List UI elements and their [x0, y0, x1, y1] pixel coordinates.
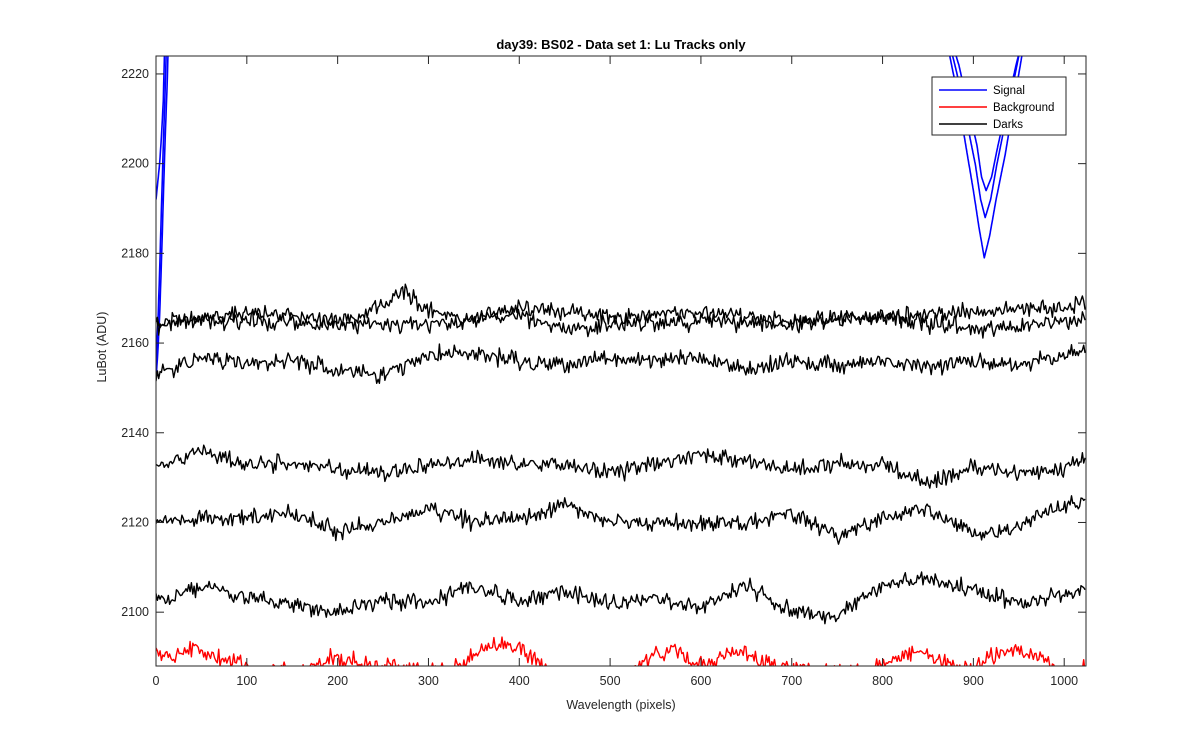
x-tick-label: 800: [872, 674, 893, 688]
x-tick-label: 200: [327, 674, 348, 688]
x-tick-label: 700: [781, 674, 802, 688]
legend-label-signal: Signal: [993, 85, 1025, 97]
series-line-darks: [156, 571, 1086, 625]
series-layer: [156, 56, 1086, 666]
legend-label-background: Background: [993, 102, 1054, 114]
y-tick-label: 2180: [121, 246, 149, 260]
y-tick-label: 2140: [121, 426, 149, 440]
legend: Signal Background Darks: [931, 76, 1067, 136]
plot-frame: [155, 55, 1087, 667]
chart-title: day39: BS02 - Data set 1: Lu Tracks only: [496, 37, 746, 52]
series-line-signal: [156, 56, 166, 200]
x-axis-label: Wavelength (pixels): [566, 698, 675, 712]
series-line-background: [156, 636, 1086, 666]
y-tick-label: 2100: [121, 605, 149, 619]
series-line-darks: [156, 495, 1086, 545]
x-tick-label: 0: [153, 674, 160, 688]
x-tick-label: 300: [418, 674, 439, 688]
y-tick-label: 2220: [121, 67, 149, 81]
y-tick-label: 2200: [121, 157, 149, 171]
series-line-darks: [156, 343, 1086, 384]
x-tick-label: 1000: [1050, 674, 1078, 688]
x-axis: 0 100 200 300 400 500 600 700 800 900 1000: [153, 56, 1078, 688]
legend-box: [931, 76, 1067, 136]
y-tick-label: 2120: [121, 515, 149, 529]
series-line-darks: [156, 283, 1086, 336]
x-tick-label: 900: [963, 674, 984, 688]
series-line-darks: [156, 305, 1086, 339]
y-axis-label: LuBot (ADU): [95, 312, 109, 383]
x-tick-label: 400: [509, 674, 530, 688]
legend-label-darks: Darks: [993, 119, 1023, 131]
y-tick-label: 2160: [121, 336, 149, 350]
y-axis: 2100 2120 2140 2160 2180 2200 2220: [121, 67, 1086, 619]
series-line-signal: [156, 56, 169, 379]
x-tick-label: 100: [236, 674, 257, 688]
series-line-darks: [156, 444, 1086, 489]
x-tick-label: 600: [690, 674, 711, 688]
x-tick-label: 500: [600, 674, 621, 688]
